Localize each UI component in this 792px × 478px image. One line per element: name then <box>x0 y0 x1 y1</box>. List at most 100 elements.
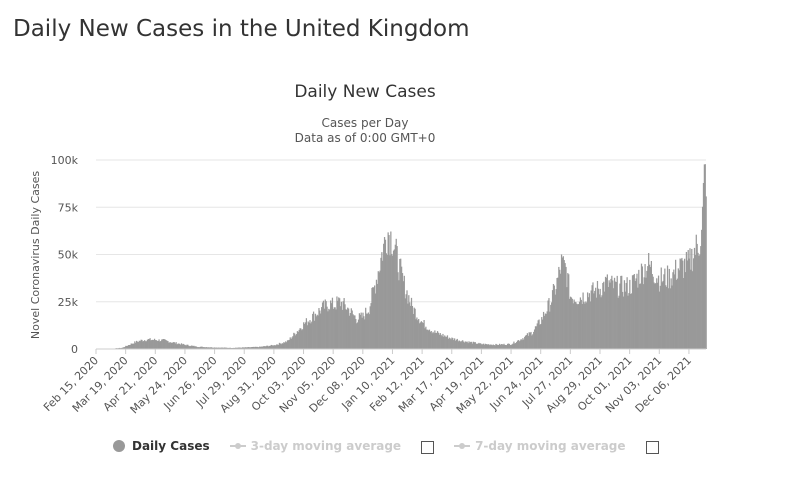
daily-cases-bar <box>398 280 400 349</box>
legend-checkbox-7-day[interactable] <box>645 441 659 454</box>
daily-cases-bar <box>131 343 133 349</box>
daily-cases-bar <box>672 272 674 349</box>
daily-cases-bar <box>325 301 327 349</box>
daily-cases-bar <box>352 314 354 349</box>
daily-cases-bar <box>546 311 548 349</box>
daily-cases-bar <box>540 323 542 349</box>
daily-cases-bar <box>554 294 556 349</box>
daily-cases-bar <box>695 234 697 349</box>
daily-cases-bar <box>321 302 324 349</box>
daily-cases-bar <box>548 298 550 349</box>
daily-cases-bar <box>140 339 142 349</box>
daily-cases-bar <box>657 282 659 349</box>
daily-cases-bar <box>324 299 326 349</box>
daily-cases-bar <box>235 347 237 349</box>
daily-cases-bar <box>270 344 272 349</box>
daily-cases-bar <box>616 275 618 349</box>
daily-cases-bar <box>584 303 586 349</box>
daily-cases-bar <box>274 345 276 349</box>
daily-cases-bar <box>263 346 265 349</box>
daily-cases-bar <box>363 316 365 349</box>
daily-cases-bar <box>209 347 211 349</box>
daily-cases-bar <box>221 347 223 349</box>
daily-cases-bar <box>306 325 308 349</box>
daily-cases-bar <box>613 288 615 349</box>
chart-bars <box>96 164 707 349</box>
daily-cases-bar <box>336 296 338 349</box>
legend-label: 7-day moving average <box>475 438 626 453</box>
daily-cases-bar <box>134 341 136 349</box>
daily-cases-bar <box>689 248 691 349</box>
daily-cases-bar <box>608 280 610 349</box>
daily-cases-bar <box>499 344 502 349</box>
daily-cases-bar <box>600 297 602 349</box>
daily-cases-bar <box>373 287 375 349</box>
daily-cases-bar <box>171 342 174 349</box>
daily-cases-bar <box>547 300 549 349</box>
daily-cases-bar <box>121 347 123 349</box>
daily-cases-bar <box>507 343 509 349</box>
daily-cases-bar <box>211 347 213 349</box>
daily-cases-bar <box>294 333 296 349</box>
daily-cases-bar <box>318 308 320 349</box>
daily-cases-bar <box>509 344 511 349</box>
daily-cases-bar <box>641 266 644 349</box>
daily-cases-bar <box>681 257 683 349</box>
daily-cases-bar <box>284 342 286 349</box>
daily-cases-bar <box>279 343 281 349</box>
daily-cases-bar <box>311 321 313 349</box>
legend-checkbox-3-day[interactable] <box>421 441 435 454</box>
daily-cases-bar <box>416 317 418 349</box>
daily-cases-bar <box>312 313 314 349</box>
daily-cases-bar <box>233 347 236 349</box>
daily-cases-bar <box>241 347 244 349</box>
daily-cases-bar <box>353 315 355 349</box>
daily-cases-bar <box>141 339 143 349</box>
daily-cases-bar <box>586 292 589 349</box>
legend-line-icon <box>454 442 471 449</box>
daily-cases-bar <box>385 253 387 349</box>
daily-cases-bar <box>156 340 158 349</box>
daily-cases-bar <box>456 338 458 349</box>
daily-cases-bar <box>358 313 361 349</box>
daily-cases-bar <box>697 252 699 349</box>
daily-cases-bar <box>193 345 195 349</box>
daily-cases-bar <box>581 303 583 349</box>
daily-cases-bar <box>607 287 609 349</box>
daily-cases-bar <box>198 347 201 349</box>
y-axis-label: Novel Coronavirus Daily Cases <box>29 171 42 339</box>
daily-cases-bar <box>250 347 252 349</box>
daily-cases-bar <box>476 343 478 349</box>
daily-cases-bar <box>699 254 701 349</box>
legend-item-3-day-average[interactable]: 3-day moving average <box>229 437 435 454</box>
daily-cases-bar <box>459 340 461 349</box>
legend-item-7-day-average[interactable]: 7-day moving average <box>454 437 659 454</box>
legend-item-daily-cases[interactable]: Daily Cases <box>113 439 210 453</box>
daily-cases-bar <box>268 345 271 349</box>
daily-cases-bar <box>135 342 137 349</box>
daily-cases-bar <box>583 301 585 349</box>
daily-cases-bar <box>402 281 405 349</box>
daily-cases-bar <box>656 278 658 349</box>
daily-cases-bar <box>428 329 431 349</box>
daily-cases-bar <box>612 280 614 349</box>
daily-cases-bar <box>374 293 377 349</box>
daily-cases-bar <box>604 291 606 349</box>
daily-cases-bar <box>220 347 222 349</box>
y-axis: 0 25k 50k 75k 100k <box>51 154 79 356</box>
y-tick-label: 100k <box>51 154 79 167</box>
daily-cases-bar <box>340 301 343 349</box>
daily-cases-bar <box>305 318 308 349</box>
daily-cases-bar <box>517 340 520 349</box>
daily-cases-bar <box>673 269 675 349</box>
daily-cases-bar <box>633 274 635 349</box>
daily-cases-bar <box>259 346 261 349</box>
daily-cases-bar <box>431 333 433 349</box>
daily-cases-bar <box>122 347 124 349</box>
daily-cases-bar <box>418 323 421 349</box>
daily-cases-bar <box>206 347 208 349</box>
daily-cases-bar <box>297 331 299 349</box>
daily-cases-bar <box>178 343 180 349</box>
daily-cases-bar <box>623 280 626 349</box>
